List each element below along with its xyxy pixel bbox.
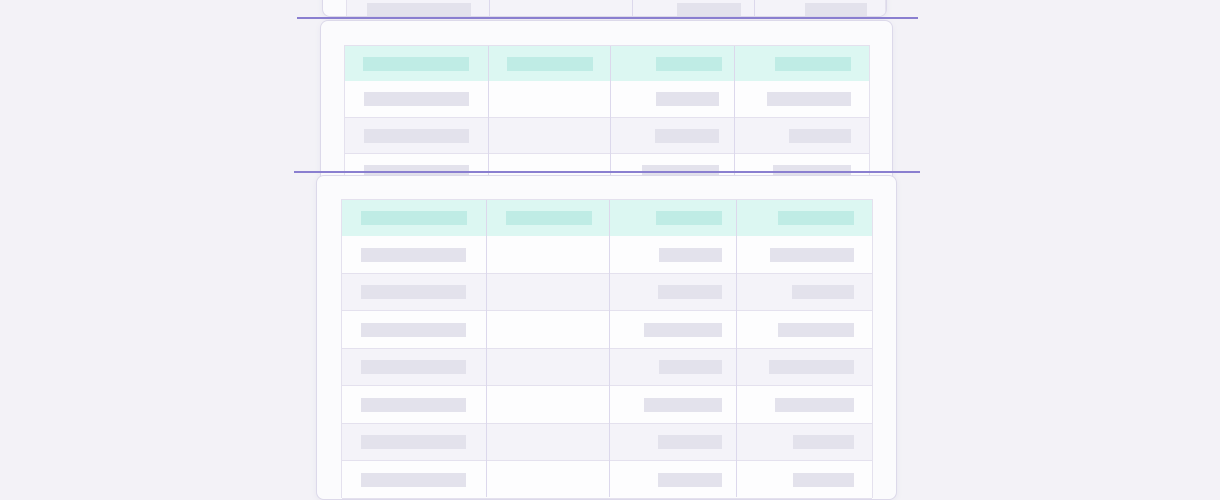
cell-placeholder (658, 472, 722, 487)
cell-placeholder (658, 435, 722, 450)
cell-placeholder (644, 322, 722, 337)
table-row (342, 236, 872, 274)
table-row (342, 461, 872, 499)
column-divider (609, 200, 610, 497)
cell-placeholder (770, 247, 854, 262)
cell-placeholder (361, 435, 466, 450)
table-row (342, 423, 872, 461)
cell-placeholder (659, 247, 722, 262)
table-row (342, 348, 872, 386)
column-divider (754, 0, 755, 16)
cell-placeholder (361, 472, 466, 487)
cell-placeholder (361, 285, 466, 300)
cell-placeholder (367, 2, 471, 16)
cell-placeholder (644, 397, 722, 412)
divider-line (294, 171, 920, 173)
table-card-middle (320, 20, 893, 190)
table-header (345, 46, 869, 82)
table-row (342, 273, 872, 311)
header-placeholder (361, 211, 467, 225)
cell-placeholder (792, 285, 854, 300)
header-placeholder (363, 56, 469, 71)
cell-placeholder (364, 92, 469, 107)
cell-placeholder (361, 397, 466, 412)
cell-placeholder (677, 2, 741, 16)
table-row (345, 117, 869, 154)
table-card-top (322, 0, 887, 17)
cell-placeholder (659, 360, 722, 375)
divider-line (297, 17, 918, 19)
header-placeholder (778, 211, 854, 225)
cell-placeholder (789, 128, 851, 143)
table-card-bottom (316, 175, 897, 500)
cell-placeholder (656, 92, 719, 107)
column-divider (734, 46, 735, 189)
column-divider (632, 0, 633, 16)
cell-placeholder (793, 472, 854, 487)
column-divider (489, 0, 490, 16)
cell-placeholder (658, 285, 722, 300)
table-row (342, 311, 872, 349)
cell-placeholder (364, 128, 469, 143)
column-divider (486, 200, 487, 497)
header-placeholder (507, 56, 593, 71)
cell-placeholder (361, 322, 466, 337)
cell-placeholder (361, 360, 466, 375)
column-divider (488, 46, 489, 189)
table (344, 45, 870, 189)
column-divider (736, 200, 737, 497)
cell-placeholder (775, 397, 854, 412)
cell-placeholder (361, 247, 466, 262)
cell-placeholder (769, 360, 854, 375)
table-row (345, 81, 869, 118)
column-divider (610, 46, 611, 189)
cell-placeholder (778, 322, 854, 337)
table-row (347, 0, 885, 16)
cell-placeholder (793, 435, 854, 450)
header-placeholder (506, 211, 592, 225)
cell-placeholder (767, 92, 851, 107)
table-header (342, 200, 872, 237)
header-placeholder (656, 211, 722, 225)
table (346, 0, 886, 16)
cell-placeholder (805, 2, 867, 16)
table-row (342, 386, 872, 424)
header-placeholder (656, 56, 722, 71)
header-placeholder (775, 56, 851, 71)
table (341, 199, 873, 499)
cell-placeholder (655, 128, 719, 143)
